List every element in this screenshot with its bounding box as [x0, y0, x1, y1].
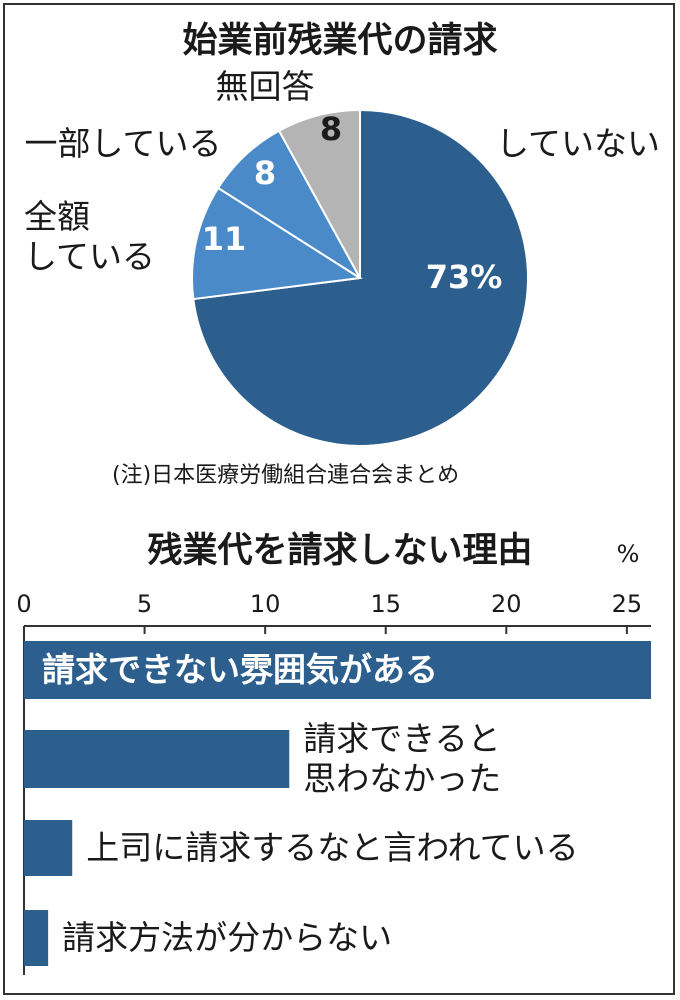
- pie-value-label: 11: [202, 220, 247, 258]
- x-tick-label: 0: [16, 590, 31, 618]
- bar-category-label: 請求できない雰囲気がある: [42, 650, 438, 689]
- bar-chart: 0 5 10 15 20 25 請求できない雰囲気がある請求できると思わなかった上司に請求す…: [16, 590, 651, 975]
- pie-category-label: 無回答: [216, 67, 315, 106]
- bar-category-label: 請求できると: [303, 719, 500, 758]
- bar-category-label: 上司に請求するなと言われている: [86, 828, 578, 867]
- pie-category-label: 一部している: [24, 124, 221, 163]
- pie-slice: [190, 186, 363, 301]
- pie-source-note: (注)日本医療労働組合連合会まとめ: [112, 463, 459, 488]
- bar: [24, 641, 651, 699]
- x-tick-label: 25: [612, 590, 643, 618]
- bar-unit-label: %: [617, 540, 640, 568]
- pie-title: 始業前残業代の請求: [182, 20, 497, 61]
- x-tick-label: 5: [137, 590, 152, 618]
- x-tick-label: 10: [250, 590, 281, 618]
- chart-frame: [3, 3, 675, 995]
- x-tick-label: 20: [491, 590, 522, 618]
- pie-category-label: していない: [496, 124, 660, 163]
- bar: [24, 730, 290, 788]
- pie-category-label: している: [24, 237, 155, 276]
- bar-category-label: 思わなかった: [303, 759, 501, 798]
- pie-value-label: 8: [254, 154, 276, 192]
- pie-slice: [277, 108, 361, 279]
- pie-value-label: 73%: [426, 258, 503, 296]
- bar: [24, 820, 73, 876]
- x-tick-label: 15: [370, 590, 401, 618]
- bar: [24, 910, 49, 966]
- bar-title: 残業代を請求しない理由: [147, 530, 532, 571]
- bar-category-label: 請求方法が分からない: [62, 918, 392, 957]
- pie-category-label: 全額: [24, 197, 90, 236]
- pie-value-label: 8: [320, 110, 342, 148]
